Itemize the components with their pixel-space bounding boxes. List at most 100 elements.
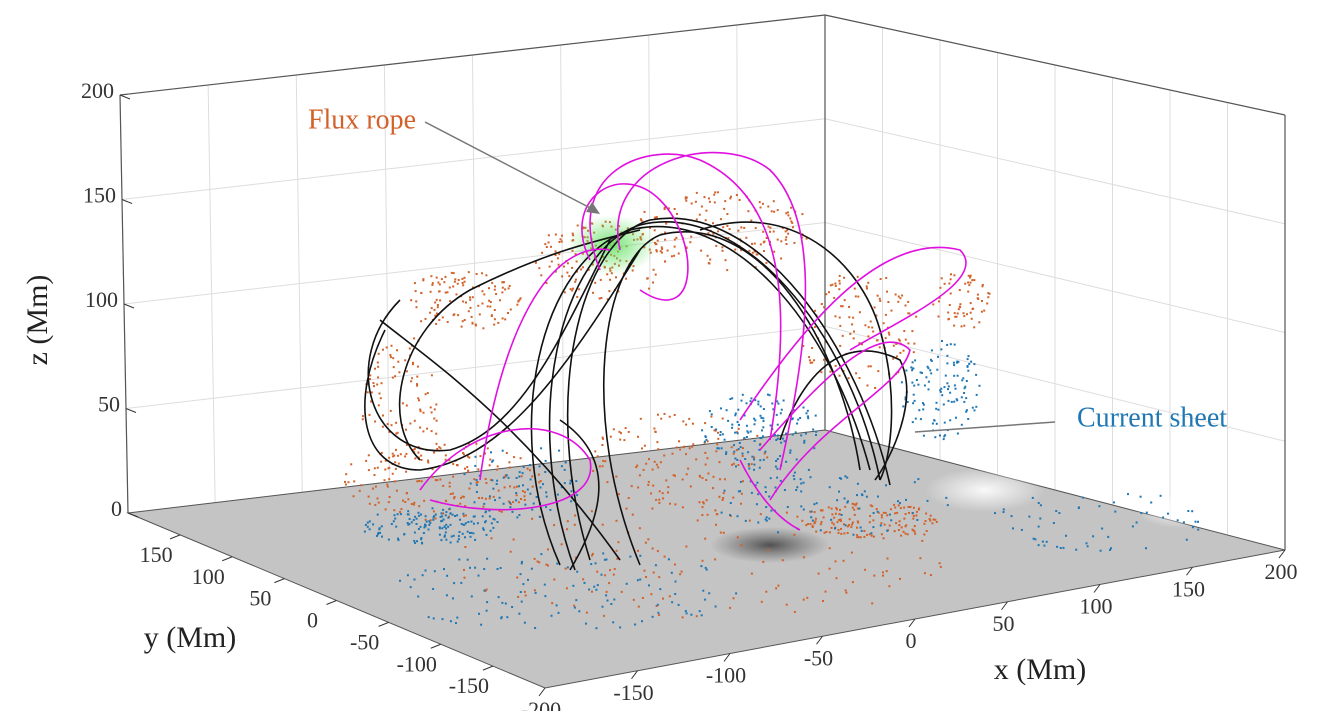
current-sheet-point (928, 388, 930, 390)
current-sheet-point (775, 466, 777, 468)
current-sheet-point (469, 567, 471, 569)
flux-rope-point (968, 284, 970, 286)
flux-rope-point (948, 283, 950, 285)
current-sheet-point (967, 370, 969, 372)
flux-rope-point (887, 301, 889, 303)
flux-rope-point (714, 509, 716, 511)
flux-rope-point (501, 511, 503, 513)
current-sheet-point (725, 451, 727, 453)
flux-rope-point (345, 473, 347, 475)
flux-rope-point (682, 420, 684, 422)
flux-rope-point (454, 281, 456, 283)
current-sheet-point (613, 599, 615, 601)
flux-rope-point (851, 524, 853, 526)
flux-rope-point (409, 348, 411, 350)
annotation: Flux rope (308, 104, 416, 135)
flux-rope-point (905, 339, 907, 341)
current-sheet-point (922, 408, 924, 410)
flux-rope-point (489, 464, 491, 466)
flux-rope-point (388, 457, 390, 459)
current-sheet-point (972, 407, 974, 409)
current-sheet-point (1055, 510, 1057, 512)
current-sheet-point (639, 555, 641, 557)
current-sheet-point (1136, 522, 1138, 524)
current-sheet-point (738, 424, 740, 426)
flux-rope-point (599, 465, 601, 467)
current-sheet-point (1197, 529, 1199, 531)
flux-rope-point (679, 573, 681, 575)
flux-rope-point (467, 470, 469, 472)
flux-rope-point (950, 278, 952, 280)
current-sheet-point (400, 513, 402, 515)
flux-rope-point (723, 532, 725, 534)
current-sheet-point (931, 349, 933, 351)
z-tick-label: 100 (85, 287, 118, 312)
flux-rope-point (405, 429, 407, 431)
flux-rope-point (538, 267, 540, 269)
x-tick-label: 0 (906, 628, 917, 653)
current-sheet-point (456, 617, 458, 619)
current-sheet-point (777, 438, 779, 440)
flux-rope-point (863, 530, 865, 532)
flux-rope-point (719, 461, 721, 463)
flux-rope-point (786, 243, 788, 245)
flux-rope-point (856, 534, 858, 536)
flux-rope-point (409, 423, 411, 425)
flux-rope-point (924, 572, 926, 574)
flux-rope-point (695, 458, 697, 460)
flux-rope-point (724, 478, 726, 480)
flux-rope-point (887, 558, 889, 560)
flux-rope-point (437, 304, 439, 306)
current-sheet-point (1058, 512, 1060, 514)
current-sheet-point (742, 453, 744, 455)
flux-rope-point (780, 240, 782, 242)
current-sheet-point (1033, 538, 1035, 540)
current-sheet-point (757, 493, 759, 495)
flux-rope-point (359, 490, 361, 492)
current-sheet-point (796, 459, 798, 461)
current-sheet-point (391, 523, 393, 525)
flux-rope-point (476, 273, 478, 275)
flux-rope-point (895, 522, 897, 524)
current-sheet-point (803, 482, 805, 484)
current-sheet-point (506, 616, 508, 618)
flux-rope-point (396, 490, 398, 492)
flux-rope-point (790, 207, 792, 209)
flux-rope-point (844, 506, 846, 508)
current-sheet-point (564, 482, 566, 484)
flux-rope-point (717, 191, 719, 193)
current-sheet-point (558, 450, 560, 452)
flux-rope-point (685, 546, 687, 548)
flux-rope-point (773, 231, 775, 233)
flux-rope-point (885, 314, 887, 316)
current-sheet-point (975, 374, 977, 376)
flux-rope-point (828, 291, 830, 293)
flux-rope-point (903, 507, 905, 509)
current-sheet-point (737, 515, 739, 517)
current-sheet-point (464, 536, 466, 538)
current-sheet-point (953, 362, 955, 364)
current-sheet-point (762, 417, 764, 419)
flux-rope-point (874, 306, 876, 308)
flux-rope-point (905, 533, 907, 535)
flux-rope-point (494, 309, 496, 311)
flux-rope-point (517, 301, 519, 303)
flux-rope-point (434, 302, 436, 304)
current-sheet-point (584, 582, 586, 584)
flux-rope-point (491, 314, 493, 316)
flux-rope-point (384, 479, 386, 481)
flux-rope-point (662, 497, 664, 499)
flux-rope-point (737, 464, 739, 466)
flux-rope-point (513, 456, 515, 458)
flux-rope-point (662, 598, 664, 600)
flux-rope-point (461, 278, 463, 280)
flux-rope-point (899, 578, 901, 580)
flux-rope-point (977, 297, 979, 299)
current-sheet-point (657, 612, 659, 614)
flux-rope-point (888, 332, 890, 334)
flux-rope-point (768, 226, 770, 228)
flux-rope-point (936, 521, 938, 523)
flux-rope-point (794, 242, 796, 244)
flux-rope-point (561, 275, 563, 277)
current-sheet-point (722, 433, 724, 435)
